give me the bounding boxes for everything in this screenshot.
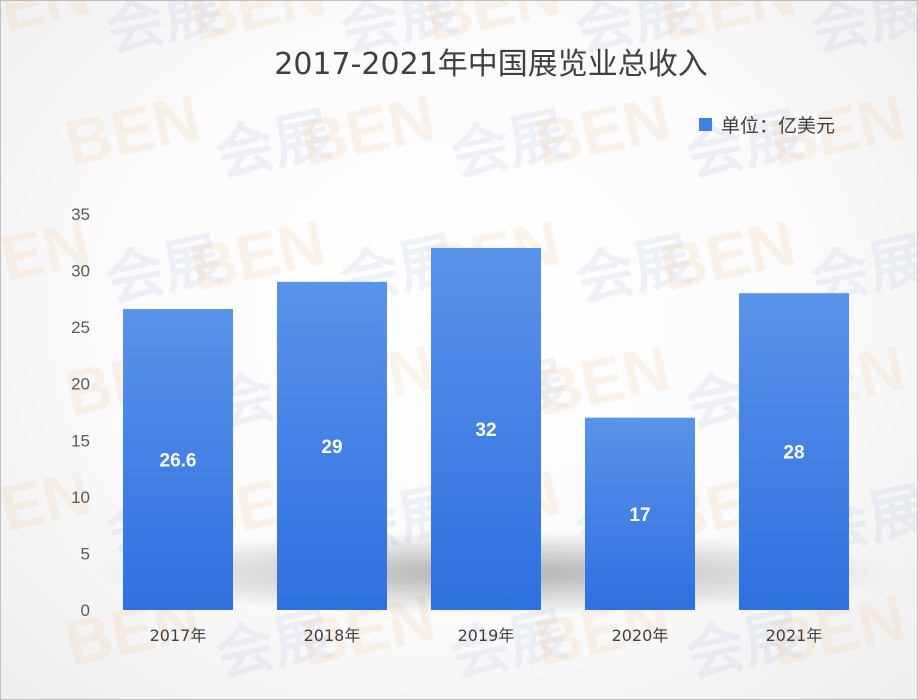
- x-tick-label-0: 2017年: [150, 626, 207, 645]
- x-tick-label-4: 2021年: [766, 626, 823, 645]
- y-tick-label-2: 10: [71, 488, 90, 507]
- y-axis-ticks: 0 5 10 15 20 25 30 35: [71, 205, 90, 620]
- bar-2: [431, 247, 541, 610]
- x-axis-ticks: 2017年 2018年 2019年 2020年 2021年: [150, 626, 823, 645]
- watermark-text-28: BEN: [529, 331, 676, 430]
- data-label-2: 32: [475, 420, 496, 441]
- bar-3: [585, 417, 695, 610]
- bars: [123, 247, 849, 610]
- data-label-4: 28: [783, 443, 804, 464]
- watermark-text-7: 会展: [805, 1, 918, 64]
- data-label-3: 17: [629, 505, 650, 526]
- x-tick-label-3: 2020年: [612, 626, 669, 645]
- watermark-text-12: BEN: [529, 81, 676, 180]
- y-tick-label-0: 0: [81, 601, 90, 620]
- data-labels: 26.6 29 32 17 28: [160, 420, 805, 526]
- y-tick-label-6: 30: [71, 262, 90, 281]
- bar-4: [739, 293, 849, 610]
- watermark-text-0: BEN: [1, 1, 96, 55]
- watermark-text-10: BEN: [294, 81, 441, 180]
- y-tick-label-3: 15: [71, 431, 90, 450]
- y-tick-label-7: 35: [71, 205, 90, 224]
- y-tick-label-5: 25: [71, 318, 90, 337]
- data-label-1: 29: [321, 437, 342, 458]
- watermark-text-8: BEN: [59, 81, 206, 180]
- bar-1: [277, 281, 387, 610]
- bar-0: [123, 309, 233, 610]
- y-tick-label-1: 5: [81, 544, 90, 563]
- chart-title: 2017-2021年中国展览业总收入: [274, 47, 708, 82]
- x-tick-label-1: 2018年: [304, 626, 361, 645]
- data-label-0: 26.6: [160, 451, 197, 472]
- legend-label: 单位：亿美元: [721, 115, 835, 137]
- legend-swatch: [699, 118, 712, 131]
- watermark-text-22: BEN: [654, 206, 801, 305]
- legend: 单位：亿美元: [699, 115, 835, 137]
- y-tick-label-4: 20: [71, 375, 90, 394]
- x-tick-label-2: 2019年: [458, 626, 515, 645]
